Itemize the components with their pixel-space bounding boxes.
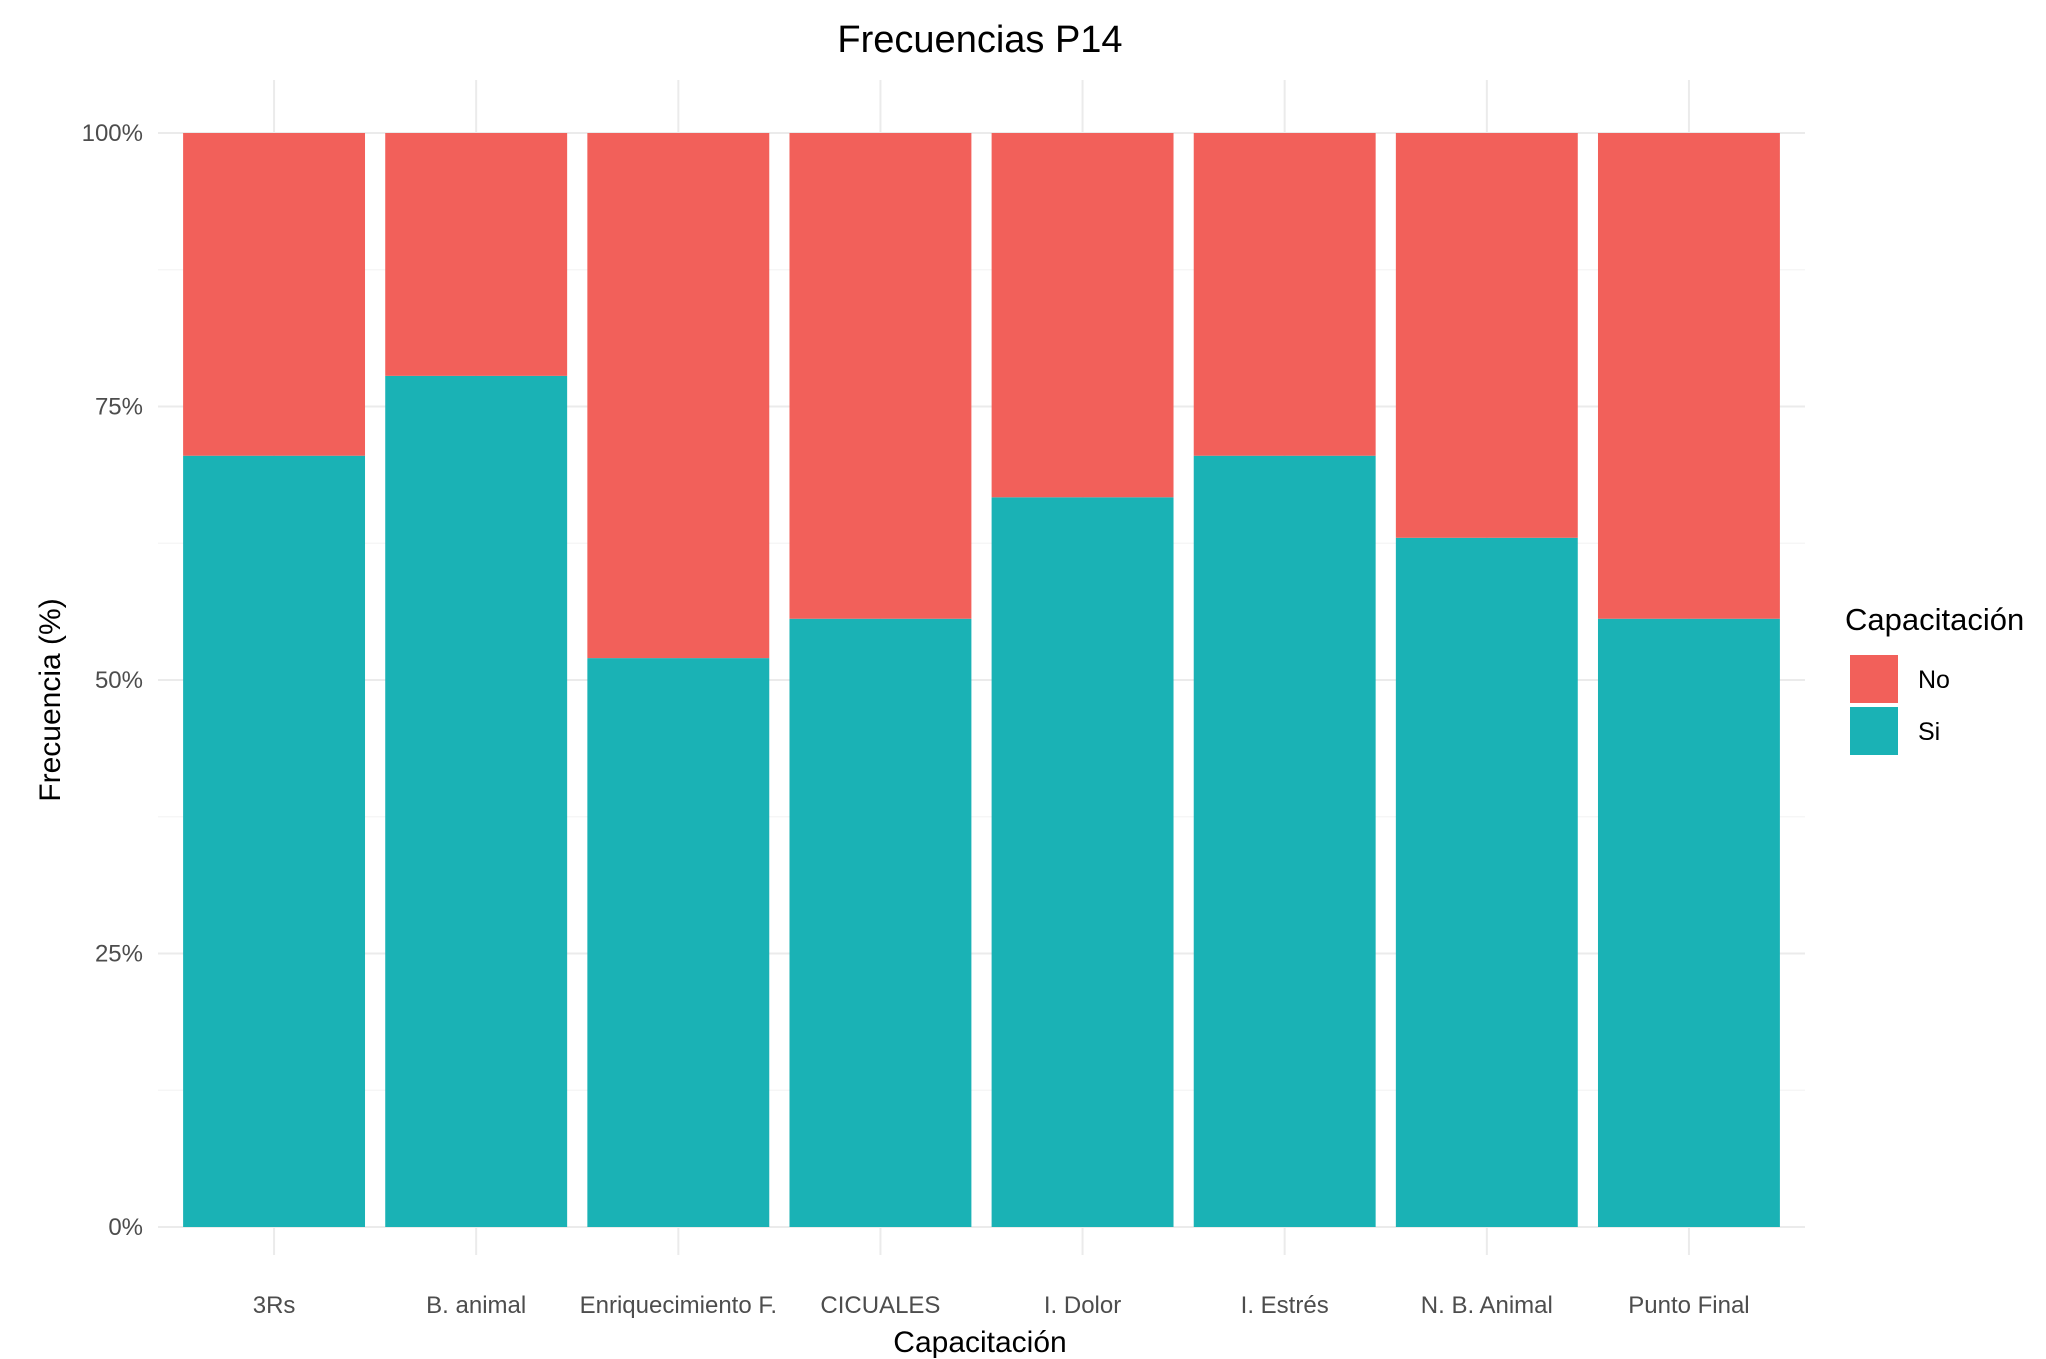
x-tick-label: 3Rs [253,1292,296,1319]
bar-no-4 [789,133,972,619]
bar-si-3 [587,658,770,1227]
y-tick-label: 100% [82,120,143,147]
y-tick-label: 0% [108,1214,143,1241]
bar-si-6 [1193,455,1376,1228]
bar-si-2 [385,375,568,1227]
y-axis-title: Frecuencia (%) [34,598,67,801]
bars [183,133,1780,1228]
legend: Capacitación No Si [1845,602,2024,755]
bar-si-1 [183,455,366,1228]
x-axis-ticks: 3Rs B. animal Enriquecimiento F. CICUALES I.… [253,1292,1750,1319]
bar-no-8 [1597,133,1780,619]
bar-si-5 [991,497,1174,1227]
x-tick-label: N. B. Animal [1421,1292,1553,1319]
bar-no-3 [587,133,770,659]
legend-key-no [1850,655,1898,703]
bar-no-6 [1193,133,1376,456]
x-tick-label: Punto Final [1628,1292,1749,1319]
x-tick-label: I. Dolor [1044,1292,1121,1319]
legend-label-si: Si [1918,718,1940,746]
legend-title: Capacitación [1845,602,2024,637]
chart-title: Frecuencias P14 [837,19,1122,61]
x-tick-label: Enriquecimiento F. [580,1292,777,1319]
bar-si-4 [789,618,972,1227]
bar-no-2 [385,133,568,376]
y-axis-ticks: 0% 25% 50% 75% 100% [82,120,143,1241]
bar-no-1 [183,133,366,456]
bar-si-7 [1395,537,1578,1227]
y-tick-label: 25% [95,941,143,968]
x-tick-label: B. animal [426,1292,526,1319]
x-tick-label: I. Estrés [1241,1292,1329,1319]
legend-key-si [1850,707,1898,755]
bar-si-8 [1597,618,1780,1227]
bar-no-7 [1395,133,1578,538]
y-tick-label: 75% [95,394,143,421]
x-axis-title: Capacitación [893,1326,1066,1359]
x-tick-label: CICUALES [820,1292,940,1319]
legend-label-no: No [1918,666,1950,694]
y-tick-label: 50% [95,667,143,694]
bar-no-5 [991,133,1174,498]
